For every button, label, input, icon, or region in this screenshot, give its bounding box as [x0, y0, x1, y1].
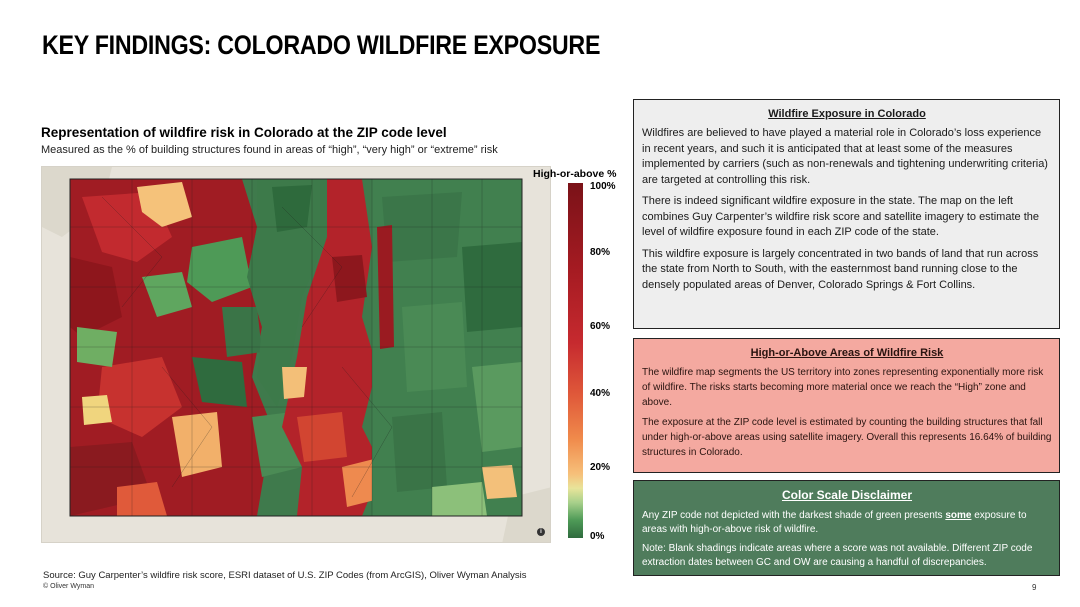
legend-tick-80: 80% — [590, 247, 611, 258]
page-number: 9 — [1032, 583, 1037, 592]
panel-high-or-above-areas: High-or-Above Areas of Wildfire Risk The… — [633, 338, 1060, 473]
panel-paragraph: There is indeed significant wildfire exp… — [642, 195, 1039, 238]
panel-paragraph: Note: Blank shadings indicate areas wher… — [642, 543, 1033, 568]
wildfire-map-graphic — [42, 167, 550, 542]
panel-paragraph: Any ZIP code not depicted with the darke… — [642, 509, 1052, 537]
legend-tick-40: 40% — [590, 388, 611, 399]
panel-wildfire-exposure: Wildfire Exposure in Colorado Wildfires … — [633, 99, 1060, 329]
info-icon[interactable]: i — [537, 528, 545, 536]
legend-tick-20: 20% — [590, 462, 611, 473]
legend-color-scale — [568, 183, 583, 538]
map-title: Representation of wildfire risk in Color… — [41, 125, 447, 140]
legend-tick-100: 100% — [590, 181, 616, 192]
disclaimer-text: exposure to areas with high-or-above ris… — [642, 510, 1027, 535]
panel-paragraph: This wildfire exposure is largely concen… — [642, 247, 1039, 291]
panel-heading: Color Scale Disclaimer — [781, 488, 913, 502]
source-note: Source: Guy Carpenter’s wildfire risk sc… — [43, 570, 527, 581]
panel-heading: High-or-Above Areas of Wildfire Risk — [750, 347, 944, 359]
legend-title: High-or-above % — [533, 168, 617, 180]
legend-tick-60: 60% — [590, 321, 611, 332]
panel-color-scale-disclaimer: Color Scale Disclaimer Any ZIP code not … — [633, 480, 1060, 576]
disclaimer-text: Any ZIP code not depicted with the darke… — [642, 510, 946, 521]
wildfire-map — [41, 166, 551, 543]
panel-paragraph: Wildfires are believed to have played a … — [642, 127, 1048, 186]
copyright: © Oliver Wyman — [43, 583, 94, 590]
legend-tick-0: 0% — [590, 531, 605, 542]
panel-heading: Wildfire Exposure in Colorado — [768, 108, 926, 120]
slide-title: KEY FINDINGS: COLORADO WILDFIRE EXPOSURE — [42, 30, 601, 60]
panel-paragraph: The exposure at the ZIP code level is es… — [642, 417, 1052, 458]
panel-paragraph: The wildfire map segments the US territo… — [642, 367, 1044, 408]
disclaimer-emphasis: some — [945, 510, 972, 521]
map-subtitle: Measured as the % of building structures… — [41, 144, 498, 156]
